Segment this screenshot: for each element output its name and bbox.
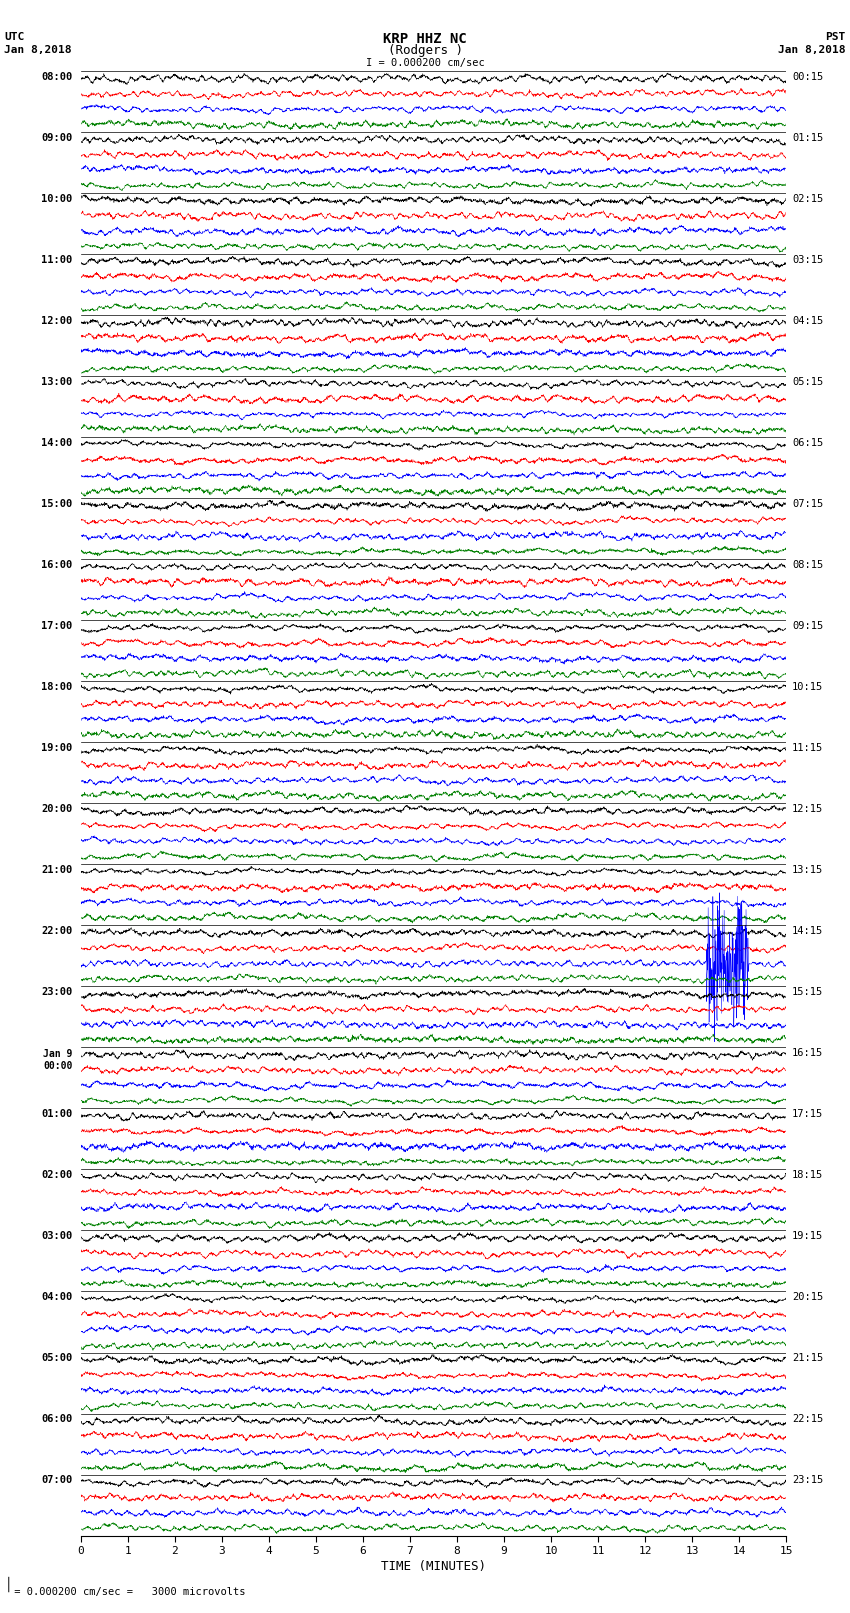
Text: 05:00: 05:00 [41,1353,72,1363]
Text: 08:15: 08:15 [792,560,823,569]
Text: 18:00: 18:00 [41,682,72,692]
Text: 23:00: 23:00 [41,987,72,997]
Text: 23:15: 23:15 [792,1476,823,1486]
Text: I = 0.000200 cm/sec: I = 0.000200 cm/sec [366,58,484,68]
Text: 20:15: 20:15 [792,1292,823,1302]
Text: UTC: UTC [4,32,25,42]
Text: 04:00: 04:00 [41,1292,72,1302]
Text: 15:00: 15:00 [41,498,72,510]
Text: 07:00: 07:00 [41,1476,72,1486]
Text: = 0.000200 cm/sec =   3000 microvolts: = 0.000200 cm/sec = 3000 microvolts [8,1587,246,1597]
Text: 22:15: 22:15 [792,1415,823,1424]
X-axis label: TIME (MINUTES): TIME (MINUTES) [381,1560,486,1573]
Text: 07:15: 07:15 [792,498,823,510]
Text: Jan 8,2018: Jan 8,2018 [4,45,71,55]
Text: 02:15: 02:15 [792,194,823,203]
Text: 14:15: 14:15 [792,926,823,936]
Text: KRP HHZ NC: KRP HHZ NC [383,32,467,47]
Text: Jan 8,2018: Jan 8,2018 [779,45,846,55]
Text: 04:15: 04:15 [792,316,823,326]
Text: 21:00: 21:00 [41,865,72,876]
Text: 01:00: 01:00 [41,1110,72,1119]
Text: 09:00: 09:00 [41,132,72,144]
Text: 20:00: 20:00 [41,803,72,815]
Text: 10:00: 10:00 [41,194,72,203]
Text: 05:15: 05:15 [792,377,823,387]
Text: 06:00: 06:00 [41,1415,72,1424]
Text: 17:15: 17:15 [792,1110,823,1119]
Text: 19:15: 19:15 [792,1231,823,1242]
Text: 16:15: 16:15 [792,1048,823,1058]
Text: 13:15: 13:15 [792,865,823,876]
Text: 10:15: 10:15 [792,682,823,692]
Text: 14:00: 14:00 [41,437,72,448]
Text: 19:00: 19:00 [41,744,72,753]
Text: Jan 9: Jan 9 [42,1048,72,1058]
Text: 18:15: 18:15 [792,1169,823,1181]
Text: 13:00: 13:00 [41,377,72,387]
Text: 09:15: 09:15 [792,621,823,631]
Text: 12:00: 12:00 [41,316,72,326]
Text: 00:00: 00:00 [42,1061,72,1071]
Text: PST: PST [825,32,846,42]
Text: 11:15: 11:15 [792,744,823,753]
Text: 02:00: 02:00 [41,1169,72,1181]
Text: 21:15: 21:15 [792,1353,823,1363]
Text: 12:15: 12:15 [792,803,823,815]
Text: 06:15: 06:15 [792,437,823,448]
Text: 15:15: 15:15 [792,987,823,997]
Text: 01:15: 01:15 [792,132,823,144]
Text: (Rodgers ): (Rodgers ) [388,44,462,56]
Text: 16:00: 16:00 [41,560,72,569]
Text: 00:15: 00:15 [792,71,823,82]
Text: │: │ [4,1576,12,1592]
Text: 22:00: 22:00 [41,926,72,936]
Text: 17:00: 17:00 [41,621,72,631]
Text: 03:00: 03:00 [41,1231,72,1242]
Text: 11:00: 11:00 [41,255,72,265]
Text: 08:00: 08:00 [41,71,72,82]
Text: 03:15: 03:15 [792,255,823,265]
